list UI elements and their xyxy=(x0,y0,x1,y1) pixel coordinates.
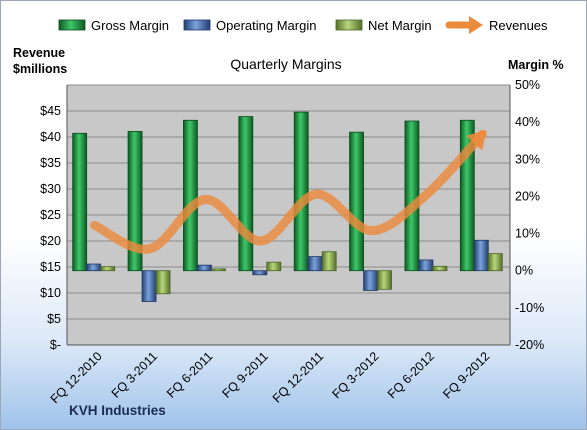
left-axis-title-line1: Revenue xyxy=(13,46,65,60)
left-tick-label: $35 xyxy=(40,156,61,170)
bar-operating-margin xyxy=(473,239,489,272)
left-tick-label: $15 xyxy=(40,260,61,274)
category-label: FQ 3-2011 xyxy=(109,349,161,401)
bar-gross-margin xyxy=(72,132,88,272)
bar-net-margin xyxy=(266,261,282,272)
right-axis-title: Margin % xyxy=(508,58,564,72)
bar-gross-margin xyxy=(404,120,420,272)
bar-operating-margin xyxy=(418,259,434,272)
right-tick-label: 40% xyxy=(515,115,540,129)
category-label: FQ 3-2012 xyxy=(330,349,382,401)
bar-operating-margin xyxy=(252,270,268,276)
legend-swatch-operating-margin xyxy=(183,19,211,31)
bar-net-margin xyxy=(211,268,226,272)
bar-net-margin xyxy=(155,270,171,295)
bar-net-margin xyxy=(377,270,392,290)
bar-operating-margin xyxy=(363,270,378,291)
legend-label: Net Margin xyxy=(368,18,432,33)
right-tick-label: 10% xyxy=(515,227,540,241)
legend-label: Gross Margin xyxy=(91,18,169,33)
legend-swatch-gross-margin xyxy=(58,19,86,31)
left-tick-label: $45 xyxy=(40,104,61,118)
chart-title: Quarterly Margins xyxy=(230,56,341,72)
left-tick-label: $- xyxy=(50,338,61,352)
left-axis-title-line2: $millions xyxy=(13,62,67,76)
left-tick-label: $10 xyxy=(40,286,61,300)
left-tick-label: $25 xyxy=(40,208,61,222)
bar-net-margin xyxy=(432,265,448,272)
category-label: FQ 9-2011 xyxy=(219,349,271,401)
company-name: KVH Industries xyxy=(69,403,166,418)
left-tick-label: $5 xyxy=(47,312,61,326)
bar-gross-margin xyxy=(349,131,364,272)
category-label: FQ 9-2012 xyxy=(440,349,492,401)
right-tick-label: 30% xyxy=(515,152,540,166)
category-label: FQ 12-2011 xyxy=(270,349,326,405)
right-tick-label: -10% xyxy=(515,301,544,315)
right-tick-label: -20% xyxy=(515,338,544,352)
bar-gross-margin xyxy=(127,131,143,272)
legend-label: Revenues xyxy=(489,18,548,33)
category-label: FQ 6-2011 xyxy=(164,349,216,401)
right-tick-label: 0% xyxy=(515,264,533,278)
bar-operating-margin xyxy=(197,264,212,272)
revenues-line xyxy=(90,129,487,254)
right-tick-label: 50% xyxy=(515,78,540,92)
bar-operating-margin xyxy=(86,263,102,272)
bar-gross-margin xyxy=(293,111,309,272)
category-label: FQ 12-2010 xyxy=(48,349,105,406)
bar-operating-margin xyxy=(141,270,157,302)
bar-gross-margin xyxy=(238,116,254,272)
legend-swatch-net-margin xyxy=(335,19,363,31)
legend-label: Operating Margin xyxy=(216,18,316,33)
revenues-arrowhead xyxy=(466,129,487,151)
right-tick-label: 20% xyxy=(515,189,540,203)
bar-gross-margin xyxy=(183,119,198,272)
bar-operating-margin xyxy=(307,256,323,272)
left-tick-label: $30 xyxy=(40,182,61,196)
bar-net-margin xyxy=(100,266,116,272)
bar-net-margin xyxy=(487,253,503,272)
legend-arrowhead-revenues xyxy=(469,16,483,34)
left-tick-label: $20 xyxy=(40,234,61,248)
category-label: FQ 6-2012 xyxy=(385,349,437,401)
left-tick-label: $40 xyxy=(40,130,61,144)
bar-net-margin xyxy=(321,251,337,272)
